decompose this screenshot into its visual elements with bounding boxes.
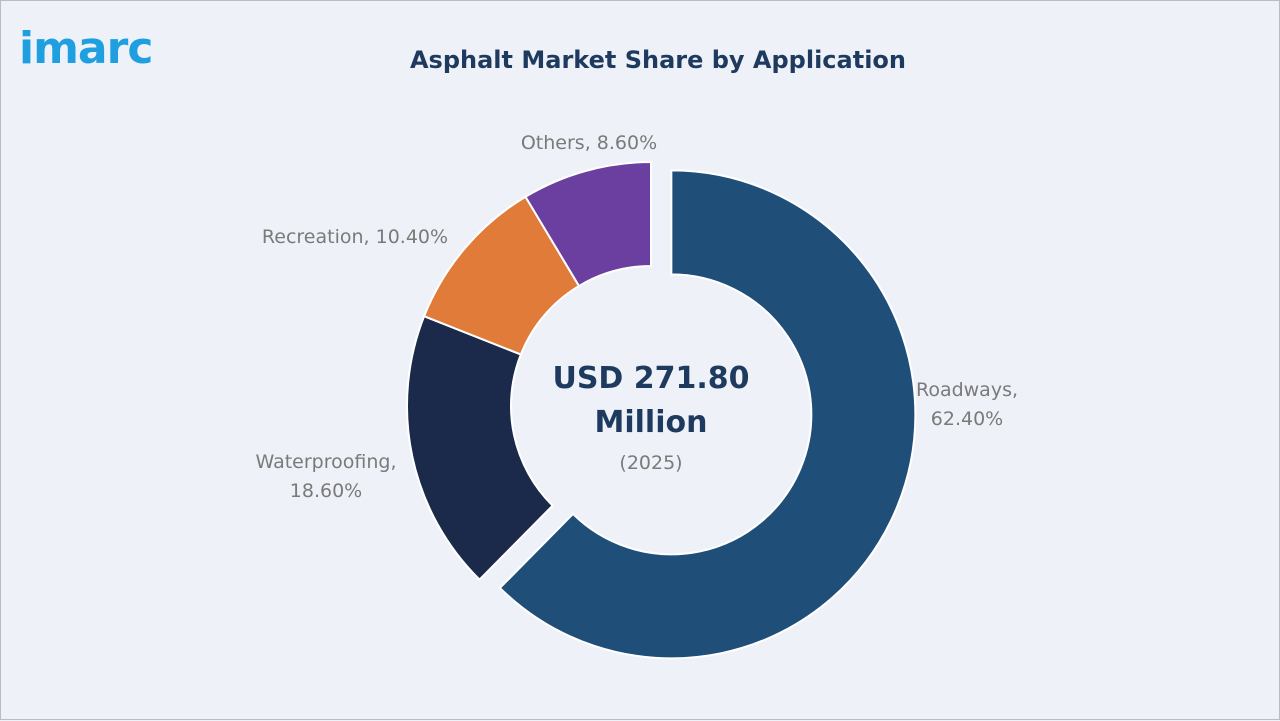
label-roadways-line1: Roadways,	[916, 379, 1018, 401]
label-waterproofing-line2: 18.60%	[290, 480, 362, 502]
imarc-logo: imarc	[19, 23, 153, 74]
label-roadways-line2: 62.40%	[931, 408, 1003, 430]
center-group: USD 271.80 Million (2025)	[552, 361, 749, 474]
label-waterproofing-line1: Waterproofing,	[256, 451, 397, 473]
center-value-line2: Million	[595, 405, 708, 440]
label-others-line1: Others, 8.60%	[521, 132, 657, 154]
slice-roadways	[498, 169, 917, 660]
chart-title: Asphalt Market Share by Application	[409, 46, 906, 74]
center-value-line1: USD 271.80	[552, 361, 749, 396]
slice-waterproofing	[406, 314, 555, 582]
labels-group: Roadways, 62.40% Waterproofing, 18.60% Recre…	[256, 132, 1019, 502]
slice-others	[524, 160, 652, 288]
slices-group	[406, 160, 917, 660]
label-recreation-line1: Recreation, 10.40%	[262, 226, 448, 248]
center-year: (2025)	[619, 452, 682, 474]
